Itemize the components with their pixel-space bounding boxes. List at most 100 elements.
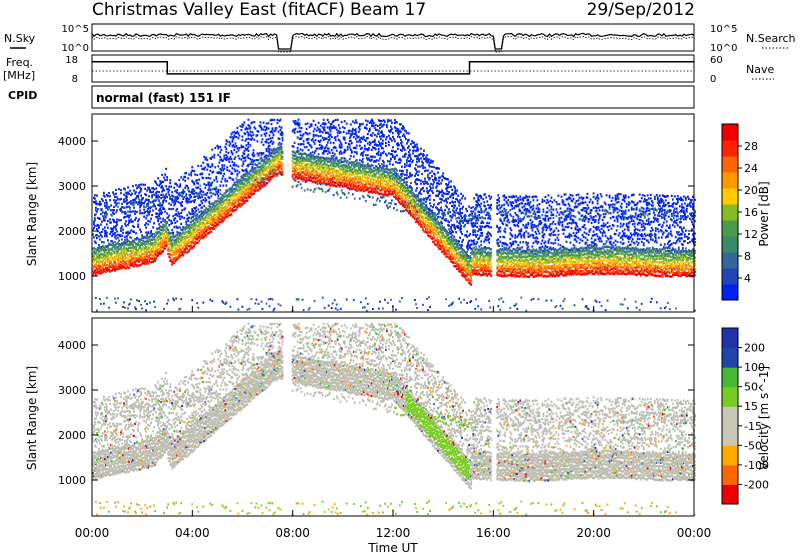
power-mark xyxy=(144,250,146,253)
power-mark xyxy=(180,236,183,239)
power-mark xyxy=(326,189,329,193)
power-mark xyxy=(390,193,392,196)
power-mark xyxy=(270,165,273,168)
power-mark xyxy=(414,180,416,183)
power-mark xyxy=(402,134,404,137)
power-mark xyxy=(270,118,273,121)
power-mark xyxy=(188,249,191,252)
power-mark xyxy=(185,230,188,234)
power-mark xyxy=(243,150,246,153)
power-mark xyxy=(392,178,394,181)
power-mark xyxy=(276,118,279,121)
power-mark xyxy=(255,158,258,162)
power-mark xyxy=(153,257,155,260)
power-mark xyxy=(371,155,374,158)
power-mark xyxy=(365,188,368,191)
power-mark xyxy=(379,135,381,138)
power-mark xyxy=(337,124,340,127)
power-mark xyxy=(353,180,356,183)
power-mark xyxy=(373,190,376,193)
power-mark xyxy=(151,196,153,199)
power-mark xyxy=(345,298,348,301)
power-mark xyxy=(179,307,182,310)
power-mark xyxy=(185,241,188,245)
power-mark xyxy=(393,188,395,191)
power-mark xyxy=(427,224,429,227)
power-mark xyxy=(320,177,323,180)
power-mark xyxy=(221,198,224,201)
power-mark xyxy=(247,191,250,194)
power-mark xyxy=(313,176,316,179)
power-mark xyxy=(219,172,222,175)
power-mark xyxy=(260,178,263,181)
power-mark xyxy=(170,243,173,246)
power-mark xyxy=(303,173,306,176)
power-mark xyxy=(367,148,370,151)
power-mark xyxy=(295,158,298,161)
power-mark xyxy=(394,126,396,129)
power-mark xyxy=(126,231,128,234)
power-mark xyxy=(305,153,308,156)
power-mark xyxy=(292,167,295,170)
power-mark xyxy=(250,168,253,171)
power-mark xyxy=(191,240,194,243)
power-mark xyxy=(195,237,198,241)
power-mark xyxy=(314,181,317,184)
power-mark xyxy=(305,166,308,170)
power-mark xyxy=(212,210,215,213)
power-mark xyxy=(109,253,111,256)
power-mark xyxy=(415,210,417,213)
power-mark xyxy=(233,197,236,200)
power-mark xyxy=(268,171,271,174)
power-mark xyxy=(394,155,396,158)
power-mark xyxy=(171,191,174,194)
power-mark xyxy=(249,178,252,181)
power-mark xyxy=(273,174,276,177)
power-mark xyxy=(395,172,397,175)
power-mark xyxy=(154,205,156,208)
power-mark xyxy=(336,134,339,137)
power-mark xyxy=(273,152,276,155)
power-mark xyxy=(159,250,161,253)
power-mark xyxy=(197,225,200,228)
power-mark xyxy=(348,161,351,164)
power-mark xyxy=(186,231,189,234)
power-mark xyxy=(231,194,234,197)
power-mark xyxy=(372,160,375,163)
power-mark xyxy=(145,231,147,234)
power-mark xyxy=(92,258,94,261)
power-mark xyxy=(191,226,194,229)
power-mark xyxy=(247,141,250,144)
power-mark xyxy=(327,189,330,192)
power-mark xyxy=(148,248,150,251)
power-mark xyxy=(175,197,178,200)
power-mark xyxy=(149,257,151,260)
noise-right-tick-top: 10^5 xyxy=(710,24,737,35)
power-mark xyxy=(182,226,185,229)
power-mark xyxy=(350,150,353,153)
power-mark xyxy=(411,140,413,143)
power-mark xyxy=(334,126,337,129)
power-mark xyxy=(242,194,245,198)
power-mark xyxy=(373,173,376,176)
power-mark xyxy=(394,195,396,198)
power-mark xyxy=(192,215,195,219)
power-mark xyxy=(248,172,251,175)
power-mark xyxy=(158,209,160,212)
power-mark xyxy=(170,208,173,211)
power-mark xyxy=(276,122,279,125)
power-mark xyxy=(168,224,171,227)
power-mark xyxy=(300,155,303,158)
power-mark xyxy=(420,152,422,155)
power-mark xyxy=(422,180,424,183)
power-mark xyxy=(245,170,248,173)
power-mark xyxy=(409,195,411,198)
power-mark xyxy=(423,209,425,212)
power-mark xyxy=(415,168,417,171)
power-mark xyxy=(200,193,203,196)
power-mark xyxy=(401,141,403,144)
power-mark xyxy=(163,239,165,242)
power-mark xyxy=(256,173,259,176)
power-mark xyxy=(207,207,210,211)
power-mark xyxy=(245,189,248,192)
